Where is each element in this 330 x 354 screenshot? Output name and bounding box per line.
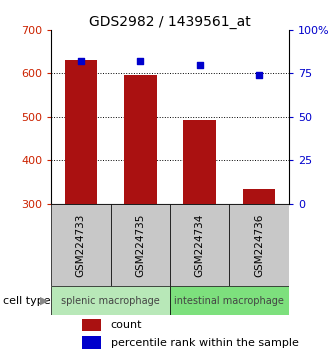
Bar [64,61,97,204]
Text: GSM224733: GSM224733 [76,213,86,277]
Text: cell type: cell type [3,296,51,306]
Text: count: count [111,320,142,330]
Bar [170,286,289,315]
Bar [243,189,275,204]
Text: GSM224734: GSM224734 [195,213,205,277]
Bar [229,204,289,286]
Bar [183,120,216,204]
Point [256,73,262,78]
Bar [111,204,170,286]
Point [197,62,202,68]
Text: percentile rank within the sample: percentile rank within the sample [111,338,298,348]
Bar [82,319,101,331]
Text: GSM224735: GSM224735 [135,213,145,277]
Text: ▶: ▶ [40,296,48,306]
Title: GDS2982 / 1439561_at: GDS2982 / 1439561_at [89,15,251,29]
Bar [170,204,229,286]
Bar [51,204,111,286]
Bar [124,75,156,204]
Text: GSM224736: GSM224736 [254,213,264,277]
Bar [51,286,170,315]
Point [138,58,143,64]
Text: splenic macrophage: splenic macrophage [61,296,160,306]
Bar [82,336,101,349]
Point [78,58,83,64]
Text: intestinal macrophage: intestinal macrophage [175,296,284,306]
